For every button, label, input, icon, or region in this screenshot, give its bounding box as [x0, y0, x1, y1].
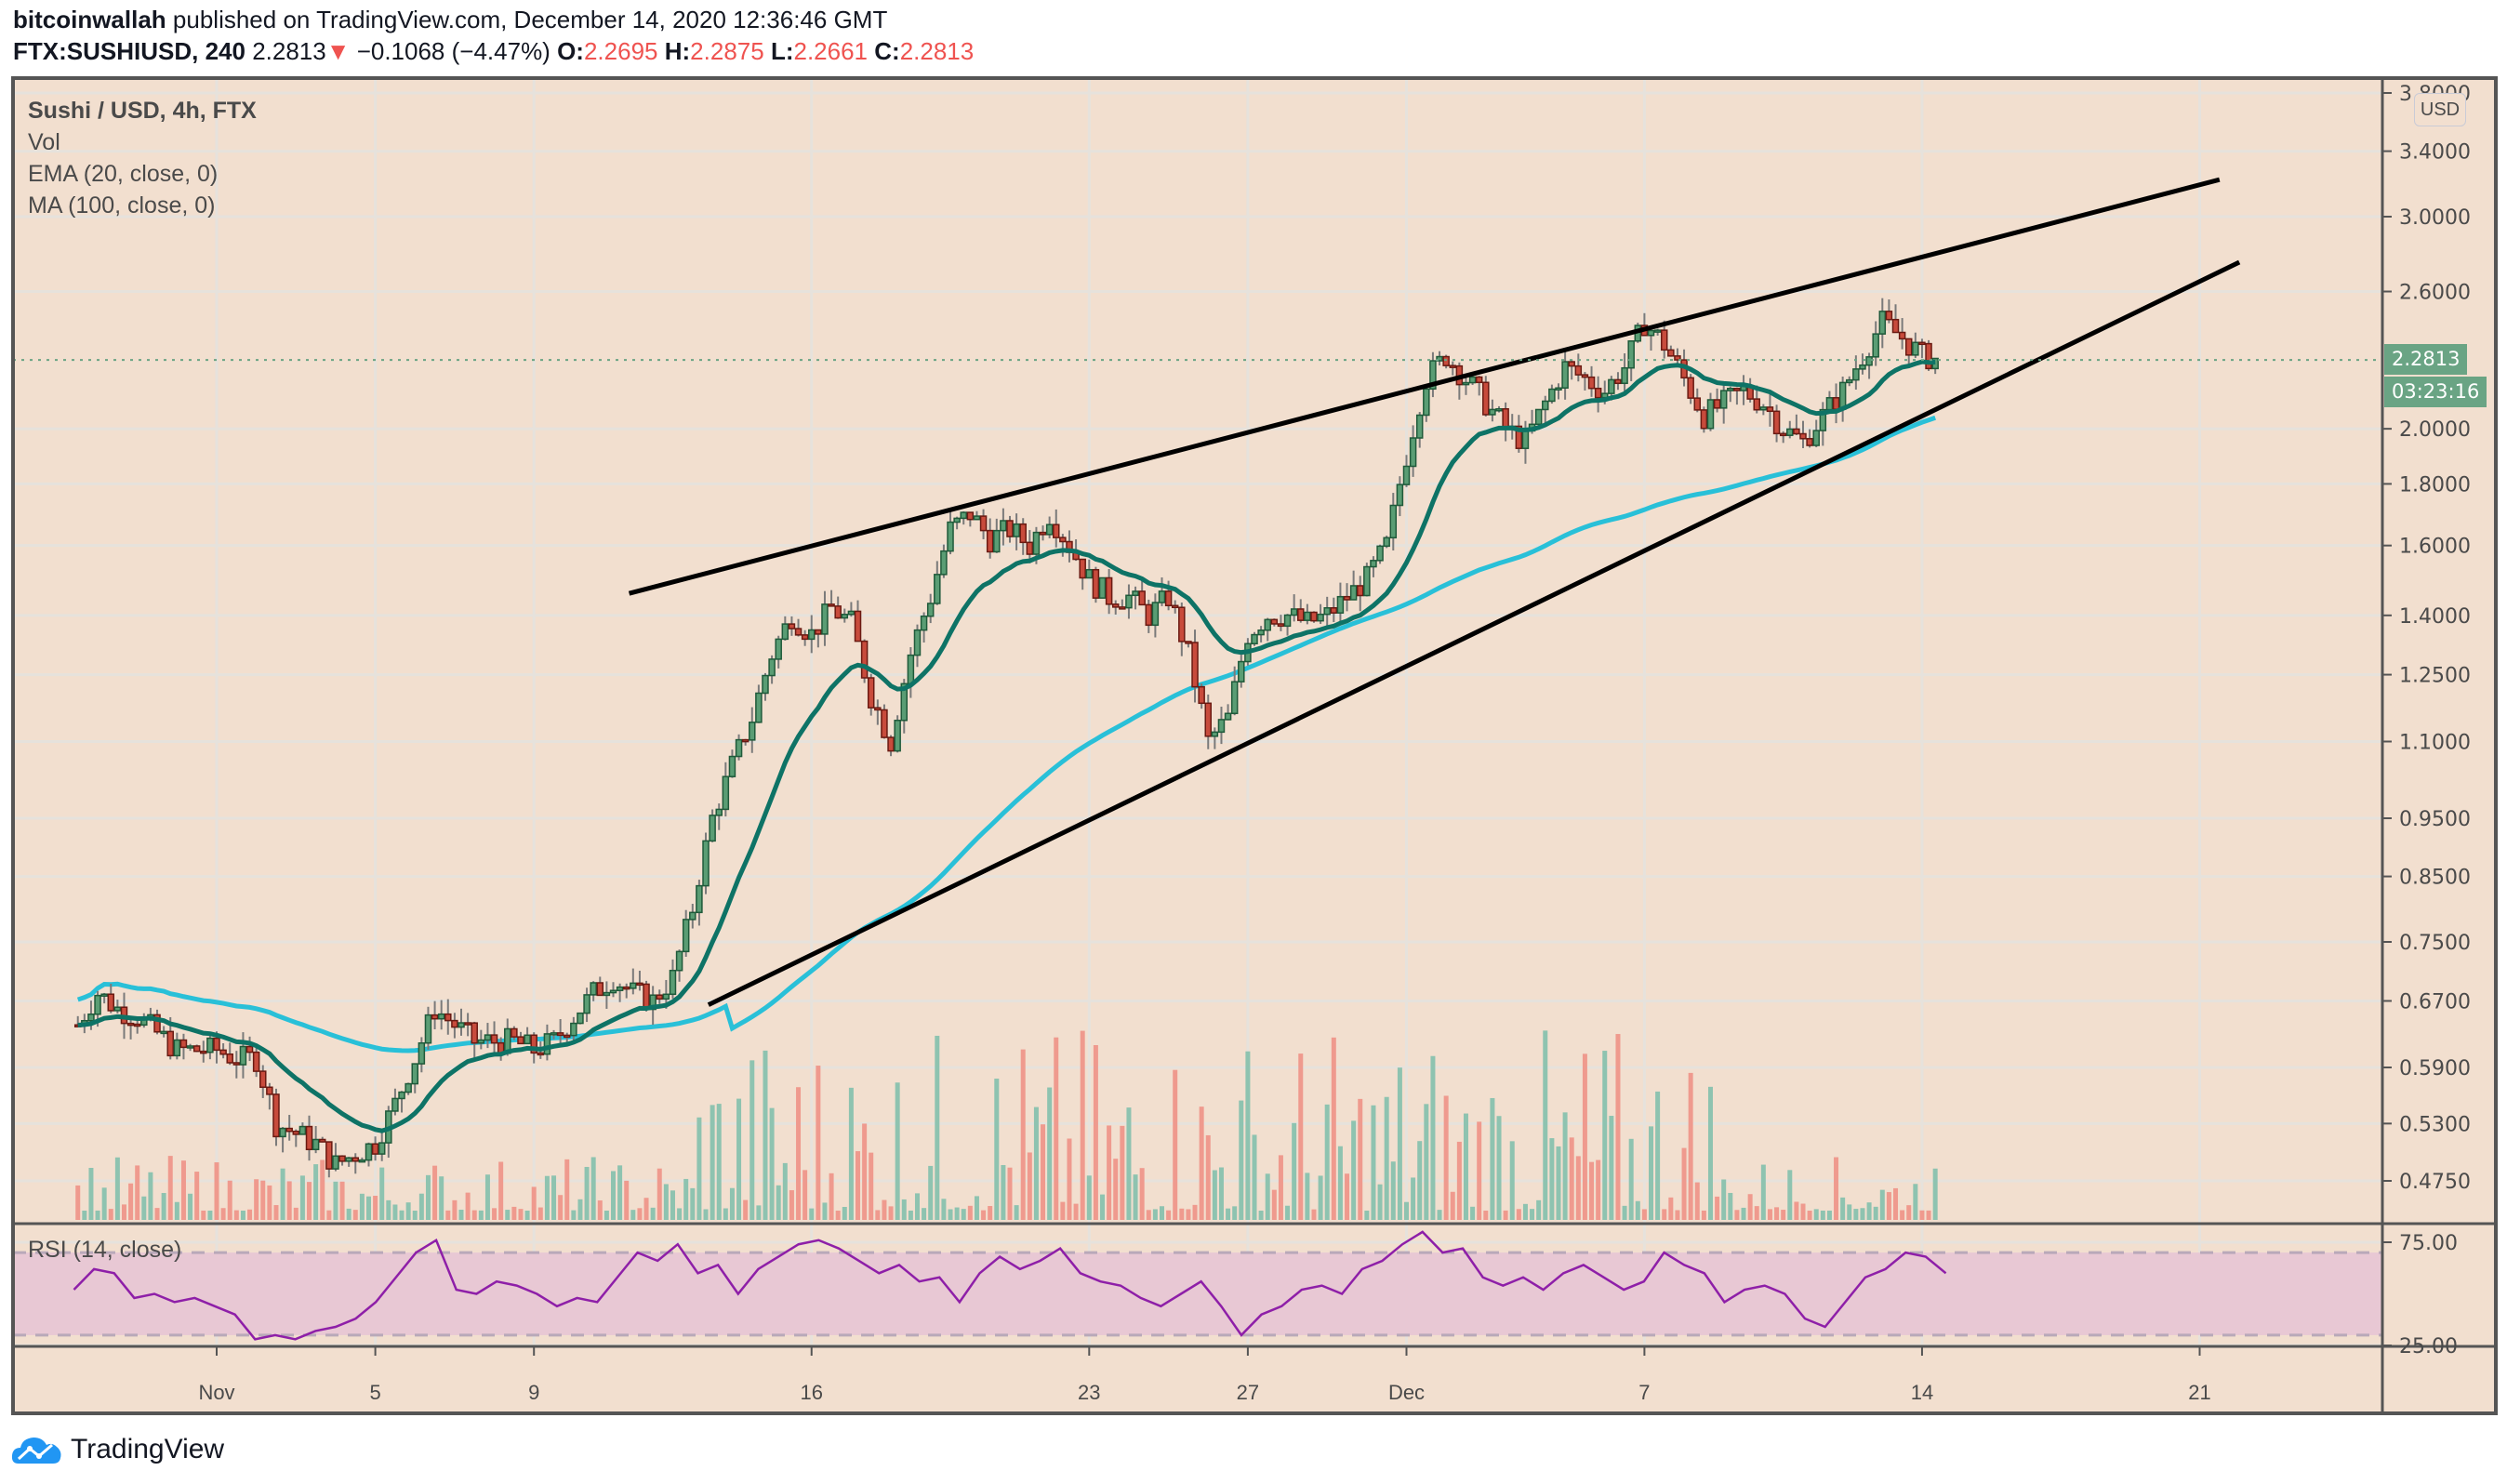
svg-text:0.5300: 0.5300 — [2399, 1113, 2471, 1136]
svg-text:3.0000: 3.0000 — [2399, 206, 2471, 230]
svg-text:1.2500: 1.2500 — [2399, 665, 2471, 688]
price-change: −0.1068 (−4.47%) — [356, 37, 550, 65]
open-label: O: — [557, 37, 584, 65]
svg-text:5: 5 — [369, 1381, 380, 1404]
svg-text:1.1000: 1.1000 — [2399, 732, 2471, 755]
svg-text:25.00: 25.00 — [2399, 1335, 2458, 1358]
svg-text:1.4000: 1.4000 — [2399, 605, 2471, 629]
svg-text:75.00: 75.00 — [2399, 1232, 2458, 1255]
svg-text:27: 27 — [1237, 1381, 1259, 1404]
publish-text: published on TradingView.com, December 1… — [166, 6, 888, 33]
svg-text:Nov: Nov — [198, 1381, 234, 1404]
svg-text:21: 21 — [2188, 1381, 2210, 1404]
legend-title[interactable]: Sushi / USD, 4h, FTX — [28, 98, 257, 124]
low-value: 2.2661 — [793, 37, 869, 65]
legend-vol[interactable]: Vol — [28, 129, 60, 155]
footer-brand: TradingView — [71, 1434, 225, 1464]
author-name[interactable]: bitcoinwallah — [13, 6, 166, 33]
svg-text:7: 7 — [1638, 1381, 1650, 1404]
trendline-lower — [707, 259, 2241, 1007]
svg-text:23: 23 — [1078, 1381, 1100, 1404]
currency-button[interactable]: USD — [2414, 93, 2466, 126]
high-value: 2.2875 — [690, 37, 764, 65]
svg-text:0.7500: 0.7500 — [2399, 932, 2471, 955]
trendline-upper — [628, 177, 2221, 596]
svg-text:14: 14 — [1911, 1381, 1933, 1404]
high-label: H: — [664, 37, 691, 65]
legend-ma[interactable]: MA (100, close, 0) — [28, 192, 216, 219]
svg-text:0.5900: 0.5900 — [2399, 1057, 2471, 1080]
open-value: 2.2695 — [583, 37, 658, 65]
tradingview-cloud-icon — [11, 1438, 61, 1464]
last-price-badge: 2.2813 — [2384, 344, 2468, 375]
last-price: 2.2813 — [252, 37, 326, 65]
close-label: C: — [874, 37, 900, 65]
down-arrow-icon: ▼ — [325, 37, 351, 65]
symbol-label: FTX:SUSHIUSD, 240 — [13, 37, 245, 65]
legend-ema[interactable]: EMA (20, close, 0) — [28, 161, 219, 187]
svg-text:1.8000: 1.8000 — [2399, 473, 2471, 497]
tradingview-logo[interactable]: TradingView — [11, 1434, 224, 1465]
publish-info: bitcoinwallah published on TradingView.c… — [13, 6, 887, 34]
rsi-legend[interactable]: RSI (14, close) — [28, 1237, 182, 1263]
low-label: L: — [770, 37, 794, 65]
svg-text:Dec: Dec — [1388, 1381, 1425, 1404]
svg-text:0.8500: 0.8500 — [2399, 867, 2471, 890]
svg-text:3.4000: 3.4000 — [2399, 141, 2471, 165]
chart-legend: Sushi / USD, 4h, FTX Vol EMA (20, close,… — [28, 95, 257, 221]
close-value: 2.2813 — [899, 37, 975, 65]
symbol-info: FTX:SUSHIUSD, 240 2.2813▼ −0.1068 (−4.47… — [13, 37, 974, 66]
svg-text:2.0000: 2.0000 — [2399, 418, 2471, 442]
svg-text:0.6700: 0.6700 — [2399, 990, 2471, 1014]
svg-text:0.4750: 0.4750 — [2399, 1171, 2471, 1194]
svg-text:9: 9 — [528, 1381, 539, 1404]
svg-text:16: 16 — [801, 1381, 823, 1404]
countdown-badge: 03:23:16 — [2384, 377, 2487, 407]
svg-text:1.6000: 1.6000 — [2399, 536, 2471, 559]
svg-text:0.9500: 0.9500 — [2399, 808, 2471, 831]
svg-text:2.6000: 2.6000 — [2399, 282, 2471, 305]
